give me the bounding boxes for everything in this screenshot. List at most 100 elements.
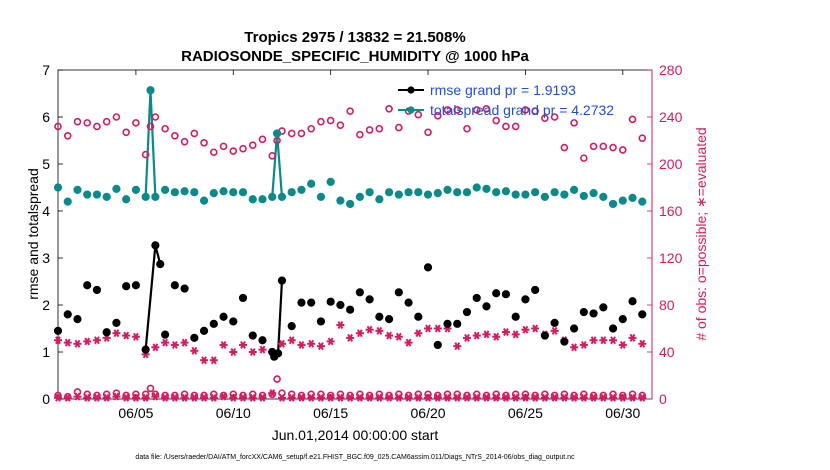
obs-evaluated-point	[599, 336, 608, 345]
obs-possible-point	[618, 146, 627, 154]
obs-evaluated-zero-point	[326, 393, 335, 402]
obs-possible-point	[317, 117, 325, 126]
rmse-point	[569, 324, 579, 333]
rmse-point	[238, 293, 248, 303]
obs-evaluated-zero-point	[180, 393, 189, 402]
rmse-point	[404, 298, 413, 307]
obs-evaluated-point	[453, 342, 462, 351]
obs-evaluated-zero-point	[83, 393, 92, 402]
totalspread-point	[355, 192, 364, 201]
obs-possible-point	[375, 124, 384, 133]
obs-evaluated-zero-point	[258, 393, 267, 402]
obs-evaluated-point	[414, 329, 423, 338]
obs-evaluated-zero-point	[307, 393, 316, 402]
obs-possible-point	[229, 147, 238, 155]
rmse-point	[141, 345, 150, 354]
y-tick-label: 2	[42, 297, 50, 313]
obs-evaluated-point	[258, 345, 267, 354]
obs-possible-point	[63, 132, 72, 140]
obs-possible-point	[180, 137, 189, 146]
rmse-point	[219, 312, 228, 321]
y-axis-right: 0 40 80 120 160 200 240 280	[647, 62, 683, 407]
obs-evaluated-point	[521, 325, 530, 334]
obs-evaluated-zero-point	[141, 393, 150, 402]
totalspread-point	[190, 188, 199, 197]
obs-evaluated-point	[170, 340, 179, 349]
legend-rmse-label: rmse grand pr = 1.9193	[430, 82, 576, 98]
obs-evaluated-point	[209, 356, 218, 365]
obs-evaluated-point	[219, 340, 228, 349]
obs-evaluated-zero-point	[589, 393, 598, 402]
rmse-point	[346, 305, 355, 314]
obs-possible-point	[482, 104, 491, 113]
obs-evaluated-point	[501, 328, 510, 336]
obs-possible-point	[472, 106, 481, 114]
y-right-tick-label: 0	[659, 391, 667, 407]
obs-evaluated-point	[365, 325, 374, 334]
obs-evaluated-point	[229, 348, 238, 356]
obs-possible-point	[628, 115, 637, 124]
rmse-point	[336, 300, 345, 310]
obs-possible-point	[443, 106, 452, 114]
totalspread-point	[492, 188, 501, 197]
obs-possible-point	[219, 142, 228, 151]
totalspread-point	[272, 129, 282, 138]
series-layer	[53, 86, 647, 402]
totalspread-point	[384, 188, 394, 197]
obs-evaluated-zero-point	[102, 393, 111, 402]
obs-possible-point	[560, 143, 569, 152]
obs-possible-point	[385, 104, 393, 113]
obs-evaluated-zero-point	[618, 393, 627, 402]
obs-possible-point	[356, 130, 364, 139]
rmse-point	[599, 303, 608, 312]
obs-evaluated-point	[638, 339, 647, 348]
y-tick-label: 5	[42, 156, 50, 172]
obs-possible-point	[132, 119, 140, 127]
obs-possible-point	[161, 124, 169, 133]
rmse-point	[277, 276, 287, 285]
obs-possible-point	[297, 129, 306, 138]
obs-evaluated-point	[375, 326, 384, 335]
obs-possible-zero-point	[146, 384, 155, 393]
totalspread-point	[462, 188, 472, 197]
totalspread-point	[550, 188, 559, 197]
rmse-point	[122, 282, 131, 291]
totalspread-point	[326, 177, 335, 186]
obs-possible-point	[414, 110, 423, 119]
obs-evaluated-zero-point	[131, 393, 140, 402]
obs-possible-point	[453, 106, 462, 114]
rmse-point	[365, 295, 374, 304]
obs-evaluated-point	[248, 348, 257, 356]
y-right-tick-label: 240	[659, 109, 683, 125]
legend-totalspread-marker	[407, 106, 415, 114]
totalspread-point	[146, 86, 155, 95]
chart-subtitle: RADIOSONDE_SPECIFIC_HUMIDITY @ 1000 hPa	[181, 48, 529, 65]
rmse-point	[156, 260, 165, 269]
totalspread-point	[219, 187, 228, 196]
y-right-tick-label: 200	[659, 156, 683, 172]
obs-evaluated-point	[482, 330, 491, 339]
obs-evaluated-zero-point	[151, 392, 160, 401]
obs-evaluated-point	[570, 343, 579, 352]
obs-evaluated-zero-point	[531, 393, 540, 402]
obs-possible-point	[531, 107, 539, 115]
rmse-point	[229, 317, 238, 326]
obs-evaluated-point	[472, 331, 481, 340]
totalspread-point	[248, 195, 257, 204]
rmse-point	[180, 284, 189, 293]
obs-evaluated-point	[287, 336, 296, 345]
totalspread-point	[83, 190, 92, 199]
obs-evaluated-point	[609, 336, 618, 345]
obs-evaluated-zero-point	[404, 393, 413, 402]
totalspread-point	[141, 192, 150, 201]
rmse-point	[170, 281, 179, 290]
obs-evaluated-zero-point	[200, 393, 209, 402]
totalspread-point	[628, 193, 637, 202]
obs-evaluated-zero-point	[433, 393, 442, 402]
totalspread-point	[540, 192, 549, 201]
obs-possible-point	[248, 141, 257, 149]
obs-evaluated-zero-point	[229, 393, 238, 402]
totalspread-point	[560, 190, 569, 199]
obs-possible-point	[599, 142, 608, 151]
obs-possible-point	[93, 122, 101, 131]
